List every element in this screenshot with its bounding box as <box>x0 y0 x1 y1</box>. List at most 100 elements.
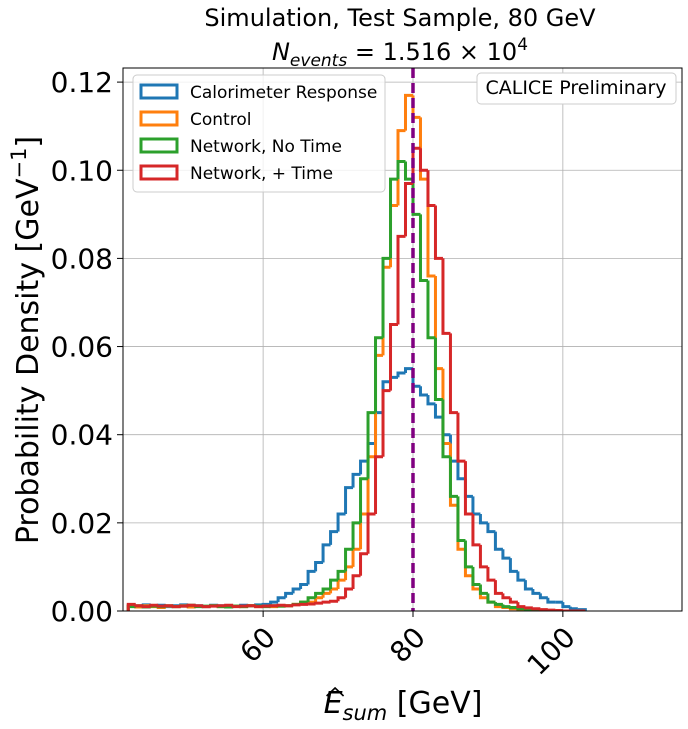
subtitle-part: N <box>272 38 290 66</box>
legend-box <box>132 74 386 193</box>
histogram-step <box>149 603 159 607</box>
histogram-step <box>486 593 496 604</box>
x-axis-label: Esum [GeV] <box>324 686 483 725</box>
histogram-step <box>456 412 466 463</box>
histogram-step <box>321 600 331 604</box>
histogram-step <box>366 411 376 479</box>
chart-subtitle: Nevents = 1.516 × 104 <box>272 35 528 71</box>
histogram-step <box>314 591 324 598</box>
x-label-part: [GeV] <box>387 686 482 721</box>
histogram-step <box>433 337 443 401</box>
histogram-step <box>314 601 324 605</box>
legend-label: Network, + Time <box>190 164 333 184</box>
subtitle-part: 4 <box>517 35 528 55</box>
legend-swatch <box>139 110 179 127</box>
histogram-step <box>344 486 354 515</box>
histogram-step <box>276 596 286 603</box>
histogram-step <box>141 605 151 609</box>
y-tick-label: 0.08 <box>51 242 113 275</box>
legend-label: Control <box>190 110 251 130</box>
histogram-series <box>126 146 586 611</box>
x-tick-label: 100 <box>521 621 582 682</box>
histogram-step <box>396 159 406 180</box>
histogram-step <box>418 386 428 397</box>
plot-area <box>126 68 587 611</box>
histogram-step <box>269 600 279 605</box>
histogram-step <box>441 399 451 459</box>
histogram-step <box>538 608 548 611</box>
histogram-step <box>134 604 144 608</box>
histogram-step <box>374 336 384 413</box>
histogram-step <box>478 584 488 595</box>
legend-swatch <box>139 164 179 181</box>
x-tick-label: 60 <box>234 621 283 670</box>
histogram-step <box>336 569 346 581</box>
histogram-step <box>486 522 496 534</box>
histogram-step <box>306 596 316 603</box>
histogram-step <box>508 605 518 609</box>
histogram-step <box>403 367 413 373</box>
histogram-step <box>478 514 488 525</box>
hat-accent <box>326 686 345 697</box>
histogram-step <box>389 177 399 259</box>
histogram-step <box>344 547 354 572</box>
histogram-series <box>126 159 586 611</box>
histogram-step <box>329 587 339 594</box>
histogram-step <box>374 455 384 515</box>
histogram-step <box>463 461 473 516</box>
x-label-part: E <box>324 686 343 721</box>
histogram-step <box>523 606 533 610</box>
annotation: CALICE Preliminary <box>476 72 677 105</box>
legend-label: Calorimeter Response <box>190 83 377 103</box>
histogram-step <box>359 477 369 523</box>
x-label-part: sum <box>343 701 388 725</box>
histogram-step <box>471 514 481 547</box>
histogram-step <box>389 323 399 391</box>
legend-swatch <box>139 137 179 154</box>
histogram-step <box>284 591 294 598</box>
histogram-step <box>486 566 496 582</box>
annotation-box <box>476 72 677 105</box>
histogram-step <box>418 117 428 181</box>
legend-label: Network, No Time <box>190 137 342 157</box>
y-tick-label: 0.04 <box>51 419 113 452</box>
histogram-step <box>329 530 339 545</box>
subtitle-part: = 1.516 × 10 <box>347 38 517 66</box>
histogram-step <box>201 605 211 609</box>
histogram-step <box>126 602 136 611</box>
histogram-step <box>426 280 436 340</box>
chart-title: Simulation, Test Sample, 80 GeV <box>204 4 596 32</box>
histogram-step <box>561 602 571 609</box>
histogram-step <box>359 459 369 475</box>
histogram-step <box>314 561 324 572</box>
histogram-step <box>441 258 451 335</box>
histogram-step <box>493 602 503 606</box>
histogram-step <box>359 552 369 576</box>
histogram-step <box>501 604 511 609</box>
histogram-step <box>568 606 578 611</box>
histogram-step <box>336 596 346 602</box>
histogram-step <box>493 580 503 595</box>
histogram-step <box>433 403 443 419</box>
histogram-step <box>381 389 391 457</box>
histogram-step <box>171 605 181 609</box>
histogram-step <box>516 602 526 609</box>
histogram-step <box>381 256 391 338</box>
histogram-step <box>314 596 324 603</box>
histogram-step <box>336 512 346 532</box>
histogram-step <box>351 521 361 550</box>
histogram-step <box>546 597 556 604</box>
histogram-step <box>336 578 346 589</box>
histogram-step <box>403 181 413 237</box>
y-tick-label: 0.10 <box>51 154 113 187</box>
y-tick-label: 0.02 <box>51 507 113 540</box>
histogram-step <box>306 569 316 585</box>
plot-frame <box>122 67 683 612</box>
y-label-part: ] <box>11 136 46 148</box>
y-tick-label: 0.00 <box>51 595 113 628</box>
histogram-step <box>471 566 481 587</box>
histogram-step <box>456 496 466 542</box>
histogram-step <box>396 371 406 378</box>
legend: Calorimeter Response Control Network, No T… <box>132 74 386 193</box>
histogram-step <box>463 540 473 569</box>
